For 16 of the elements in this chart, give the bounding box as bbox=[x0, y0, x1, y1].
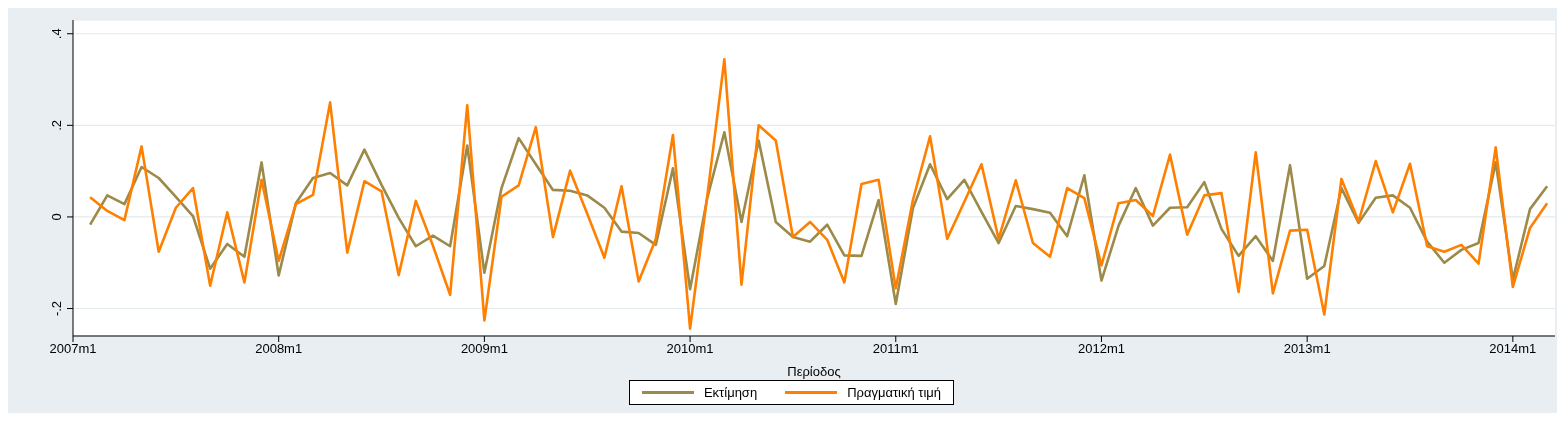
x-tick-label: 2014m1 bbox=[1489, 341, 1537, 357]
y-tick-label: 0 bbox=[49, 213, 64, 221]
y-tick-label: -.2 bbox=[49, 300, 64, 317]
x-tick-label: 2013m1 bbox=[1283, 341, 1331, 357]
x-tick-label: 2010m1 bbox=[666, 341, 714, 357]
y-tick-label: .2 bbox=[49, 119, 64, 131]
x-tick-label: 2008m1 bbox=[255, 341, 303, 357]
x-axis-title: Περίοδος bbox=[787, 364, 841, 379]
legend-label: Εκτίμηση bbox=[703, 385, 758, 400]
x-tick-label: 2007m1 bbox=[49, 341, 97, 357]
legend-label: Πραγματική τιμή bbox=[847, 385, 942, 400]
x-tick-label: 2009m1 bbox=[460, 341, 508, 357]
y-tick-label: .4 bbox=[49, 28, 64, 40]
line-series bbox=[88, 58, 1549, 330]
x-tick-label: 2012m1 bbox=[1077, 341, 1125, 357]
x-tick-label: 2011m1 bbox=[872, 341, 919, 357]
